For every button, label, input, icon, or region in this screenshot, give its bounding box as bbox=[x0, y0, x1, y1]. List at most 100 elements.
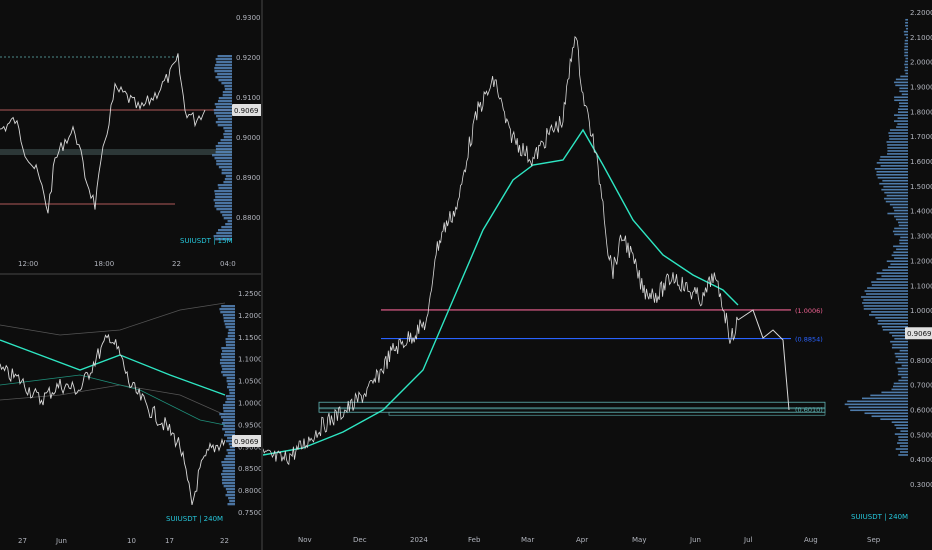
volume-profile-bar bbox=[218, 187, 232, 190]
price-tick: 0.9000 bbox=[238, 443, 261, 451]
volume-profile-bar bbox=[876, 173, 908, 176]
volume-profile-bar bbox=[225, 455, 235, 458]
volume-profile-bar bbox=[897, 108, 908, 110]
volume-profile-bar bbox=[225, 223, 232, 226]
value-area-band bbox=[0, 149, 232, 155]
volume-profile-bar bbox=[217, 55, 232, 58]
current-price-label: 0.9069 bbox=[234, 438, 259, 446]
volume-profile-bar bbox=[897, 117, 908, 119]
volume-profile-bar bbox=[220, 416, 235, 419]
volume-profile-bar bbox=[892, 343, 908, 346]
volume-profile-bar bbox=[215, 58, 232, 61]
volume-profile-bar bbox=[862, 397, 908, 400]
volume-profile-bar bbox=[893, 385, 908, 388]
time-tick: 17 bbox=[165, 537, 174, 545]
volume-profile-bar bbox=[216, 208, 232, 211]
volume-profile-bar bbox=[905, 21, 908, 24]
volume-profile-bar bbox=[884, 191, 908, 194]
volume-profile-bar bbox=[227, 220, 232, 223]
volume-profile-bar bbox=[216, 160, 232, 163]
volume-profile-bar bbox=[894, 99, 908, 102]
volume-profile-bar bbox=[880, 165, 908, 167]
price-tick: 1.8000 bbox=[910, 108, 932, 116]
volume-profile-bar bbox=[898, 221, 908, 224]
volume-profile-bar bbox=[895, 84, 908, 87]
volume-profile-bar bbox=[221, 172, 232, 175]
volume-profile-bar bbox=[900, 236, 908, 239]
volume-profile-bar bbox=[897, 442, 908, 444]
chart-240m-small-canvas[interactable]: 1.2500 1.2000 1.1500 1.1000 1.0500 1.0000 0.95… bbox=[0, 275, 261, 550]
volume-profile-bar bbox=[904, 45, 908, 48]
price-tick: 1.9000 bbox=[910, 84, 932, 92]
pane-divider-vertical[interactable] bbox=[261, 0, 263, 550]
volume-profile-bar bbox=[850, 409, 908, 412]
volume-profile-bar bbox=[894, 433, 908, 435]
volume-profile-bar bbox=[224, 178, 232, 181]
volume-profile-bar bbox=[901, 376, 908, 379]
volume-profile-bar bbox=[904, 69, 908, 72]
volume-profile-bar bbox=[222, 470, 235, 473]
volume-profile-bar bbox=[863, 299, 908, 301]
volume-profile-bar bbox=[227, 383, 235, 386]
volume-profile-bar bbox=[905, 27, 908, 30]
volume-profile-bar bbox=[864, 290, 908, 292]
volume-profile-bar bbox=[906, 36, 908, 39]
volume-profile-bar bbox=[213, 199, 232, 202]
volume-profile-bar bbox=[221, 461, 235, 464]
volume-profile-bar bbox=[898, 358, 908, 361]
volume-profile-bar bbox=[877, 176, 908, 179]
volume-profile-bar bbox=[223, 320, 235, 323]
volume-profile-bar bbox=[894, 209, 908, 212]
volume-profile-bar bbox=[894, 424, 908, 426]
volume-profile-bar bbox=[899, 445, 908, 447]
price-candles bbox=[0, 53, 206, 214]
volume-profile-bar bbox=[891, 254, 908, 257]
volume-profile-bar bbox=[903, 30, 908, 33]
volume-profile-bar bbox=[888, 132, 908, 134]
volume-profile-bar bbox=[904, 33, 908, 36]
volume-profile-bar bbox=[227, 503, 235, 506]
volume-profile-bar bbox=[225, 338, 235, 341]
chart-pane-240m-small[interactable]: 1.2500 1.2000 1.1500 1.1000 1.0500 1.0000 0.95… bbox=[0, 275, 261, 550]
volume-profile-bar bbox=[221, 169, 232, 172]
volume-profile-bar bbox=[847, 400, 908, 403]
projection-path bbox=[737, 309, 790, 411]
volume-profile-bar bbox=[905, 18, 908, 21]
volume-profile-bar bbox=[219, 362, 235, 365]
volume-profile-bar bbox=[895, 218, 908, 221]
time-tick: 04:0 bbox=[220, 260, 236, 268]
price-tick: 0.9100 bbox=[236, 94, 261, 102]
volume-profile-bar bbox=[214, 205, 232, 208]
time-tick: Sep bbox=[867, 536, 881, 544]
upper-band bbox=[0, 302, 226, 336]
volume-profile-bar bbox=[892, 334, 908, 337]
volume-profile-bar bbox=[899, 239, 908, 242]
volume-profile-bar bbox=[879, 182, 908, 185]
volume-profile-bar bbox=[871, 311, 908, 313]
volume-profile-bar bbox=[889, 331, 908, 334]
volume-profile-bar bbox=[229, 500, 235, 503]
volume-profile-bar bbox=[223, 181, 232, 184]
volume-profile-bar bbox=[215, 238, 232, 241]
volume-profile-bar bbox=[224, 458, 235, 461]
volume-profile-bar bbox=[876, 162, 908, 164]
volume-profile-bar bbox=[214, 157, 232, 160]
time-tick: Feb bbox=[468, 536, 481, 544]
volume-profile-bar bbox=[216, 232, 232, 235]
volume-profile-bar bbox=[223, 136, 232, 139]
volume-profile-bar bbox=[876, 278, 908, 280]
pane-divider-horizontal[interactable] bbox=[0, 273, 261, 275]
time-tick: 2024 bbox=[410, 536, 428, 544]
chart-pane-15m[interactable]: 0.9300 0.9200 0.9100 0.9000 0.8900 0.8800 12:0… bbox=[0, 0, 261, 273]
volume-profile-bar bbox=[221, 479, 235, 482]
chart-15m-canvas[interactable]: 0.9300 0.9200 0.9100 0.9000 0.8900 0.8800 12:0… bbox=[0, 0, 261, 273]
volume-profile-bar bbox=[226, 377, 235, 380]
volume-profile-bar bbox=[215, 76, 232, 79]
volume-profile-bar bbox=[214, 202, 232, 205]
